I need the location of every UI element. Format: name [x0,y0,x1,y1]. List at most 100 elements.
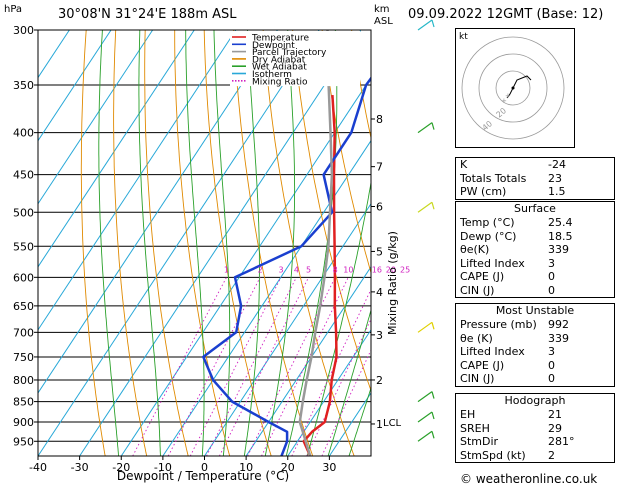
wind-barb-staff [417,321,433,333]
series-temperature [302,95,338,456]
wind-barb-flag [431,19,435,28]
legend-entry: Temperature [251,34,309,44]
isotherm [38,30,278,394]
mixing-ratio-line [132,277,227,456]
mixing-ratio-label: 5 [306,265,311,274]
legend-entry: Wet Adiabat [252,63,307,73]
index-value: 0 [548,270,555,283]
x-tick-label: -40 [29,461,47,474]
dry-adiabat [440,30,452,456]
wind-barb [417,430,435,442]
wind-barb [417,391,435,403]
index-label: StmSpd (kt) [460,448,526,462]
dry-adiabat [174,30,231,456]
index-value: 0 [548,372,555,385]
pressure-tick-label: 950 [13,435,34,448]
x-tick-label: -30 [71,461,89,474]
hodograph: kt 20 40 + + [455,28,575,148]
isotherm [38,30,237,331]
km-tick-label: 5 [376,245,383,258]
x-tick-label: 30 [322,461,336,474]
wind-barb [417,411,435,423]
pressure-tick-label: 750 [13,351,34,364]
wind-barb [417,19,435,31]
svg-text:+: + [501,97,507,105]
index-label: CAPE (J) [460,270,505,283]
index-value: 1.5 [548,185,566,198]
km-label: km [374,4,390,15]
mixing-ratio-label: 20 [386,265,396,274]
datetime-title: 09.09.2022 12GMT (Base: 12) [408,7,604,22]
index-value: 25.4 [548,216,573,229]
km-tick-label: 1 [376,418,383,431]
dry-adiabat [80,30,106,456]
asl-label: ASL [374,16,393,27]
dry-adiabat [144,30,189,456]
wet-adiabat [98,30,120,456]
wet-adiabat [264,30,296,456]
series-parcel-trajectory [298,30,334,456]
index-label: K [460,158,468,171]
legend-entry: Dewpoint [252,41,295,51]
index-label: StmDir [460,435,499,448]
index-value: 0 [548,283,555,297]
x-tick-label: 0 [201,461,208,474]
index-value: 339 [548,331,569,345]
wet-adiabat [285,30,338,456]
mixing-ratio-label: 2 [258,265,263,274]
dry-adiabat [292,30,371,392]
wind-barb [417,201,435,213]
index-value: 992 [548,318,569,331]
wind-barb-flag [431,122,435,130]
index-value: 3 [548,345,555,358]
km-tick-label: 8 [376,113,383,126]
index-value: -24 [548,158,566,171]
mixing-ratio-label: 3 [278,265,283,274]
index-label: Lifted Index [460,345,525,358]
mixing-ratio-line [291,288,371,456]
index-label: EH [460,408,476,421]
index-label: Pressure (mb) [460,318,537,331]
km-tick-label: 2 [376,374,383,387]
hodograph-table: Hodograph EH 21 SREH 29 StmDir 281° StmSpd … [455,393,615,463]
km-tick-label: 7 [376,161,383,174]
mixing-ratio-label: 25 [400,265,410,274]
hodograph-section-title: Hodograph [504,394,566,407]
hodograph-origin [511,86,515,90]
indices-top-table: K -24 Totals Totals 23 PW (cm) 1.5 [455,157,615,200]
surface-section-title: Surface [514,202,556,215]
copyright: © weatheronline.co.uk [460,472,598,486]
index-label: Lifted Index [460,256,525,270]
skewt-diagram: 3003504004505005506006507007508008509009… [13,19,452,483]
wind-barb-flag [431,411,435,420]
mixing-ratio-line [247,277,336,456]
index-label: θe (K) [460,331,493,345]
index-label: CAPE (J) [460,358,505,372]
index-label: PW (cm) [460,185,507,198]
mixing-ratio-label: 4 [294,265,299,274]
mixing-ratio-label: 8 [333,265,338,274]
dry-adiabat [321,30,371,275]
most-unstable-table: Most Unstable Pressure (mb) 992 θe (K) 339… [455,303,615,387]
svg-text:+: + [505,92,511,100]
index-label: Dewp (°C) [460,229,517,243]
pressure-tick-label: 450 [13,169,34,182]
unstable-section-title: Most Unstable [495,304,575,317]
index-value: 339 [548,243,569,256]
legend-entry: Dry Adiabat [252,55,306,65]
index-label: CIN (J) [460,283,495,297]
wind-barb-flag [431,391,435,399]
index-label: Temp (°C) [460,216,515,229]
wind-barb-staff [417,122,433,134]
index-value: 23 [548,171,562,185]
pressure-tick-label: 350 [13,79,34,92]
wind-barb [417,321,435,333]
pressure-tick-label: 800 [13,374,34,387]
pressure-tick-label: 600 [13,271,34,284]
hodograph-unit-label: kt [459,32,468,42]
wind-barb-staff [417,19,433,31]
x-tick-label: -10 [154,461,172,474]
legend-entry: Isotherm [252,70,292,80]
wet-adiabat [306,179,371,456]
